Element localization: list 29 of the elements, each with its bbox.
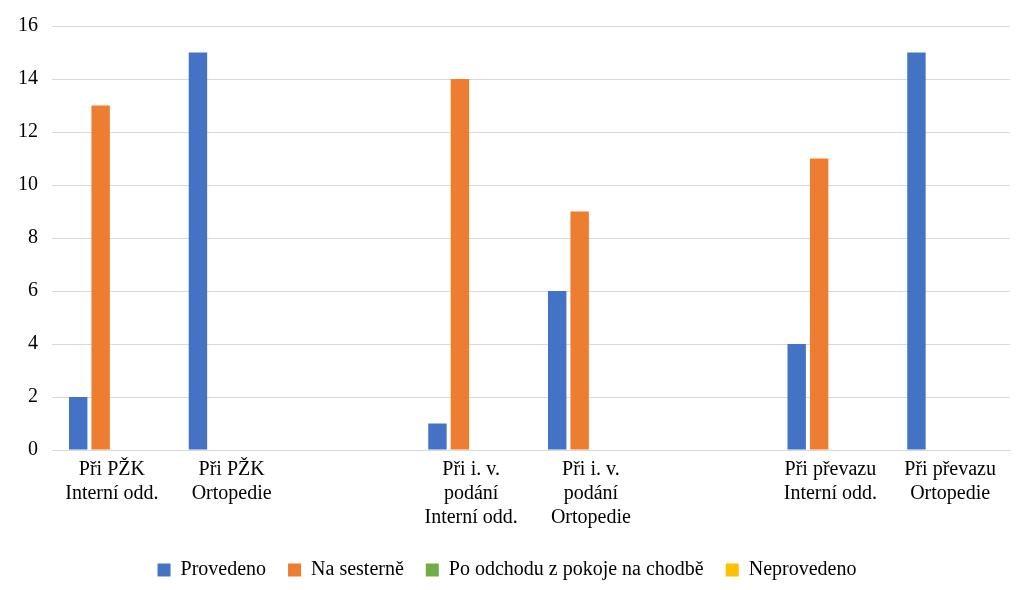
y-tick-label: 16	[18, 13, 38, 36]
bar	[450, 79, 470, 450]
bar	[428, 423, 447, 450]
bar	[547, 291, 567, 450]
bar	[68, 397, 88, 450]
legend-label: Po odchodu z pokoje na chodbě	[448, 557, 704, 581]
x-tick-label: Při i. v. podání Ortopedie	[550, 457, 631, 529]
y-tick-label: 6	[28, 278, 38, 301]
bar	[809, 158, 829, 450]
y-tick-label: 8	[28, 225, 38, 248]
x-tick-label: Při PŽK Interní odd.	[65, 457, 159, 504]
legend-label: Na sesterně	[311, 557, 404, 580]
y-tick-label: 0	[28, 437, 38, 460]
y-tick-label: 14	[18, 66, 38, 89]
y-tick-label: 10	[18, 172, 38, 195]
x-tick-label: Při PŽK Ortopedie	[191, 457, 272, 505]
legend-label: Neprovedeno	[748, 557, 857, 581]
y-tick-label: 4	[28, 331, 38, 354]
legend-label: Provedeno	[180, 557, 267, 580]
y-tick-label: 12	[18, 119, 38, 142]
bar	[91, 105, 110, 450]
bar	[188, 52, 208, 450]
bar	[907, 52, 926, 450]
y-tick-label: 2	[28, 384, 38, 407]
x-tick-label: Při i. v. podání Interní odd.	[424, 457, 518, 528]
x-tick-label: Při převazu Interní odd.	[783, 457, 878, 504]
bar	[570, 211, 589, 450]
bar	[787, 344, 806, 450]
x-tick-label: Při převazu Ortopedie	[904, 457, 996, 505]
